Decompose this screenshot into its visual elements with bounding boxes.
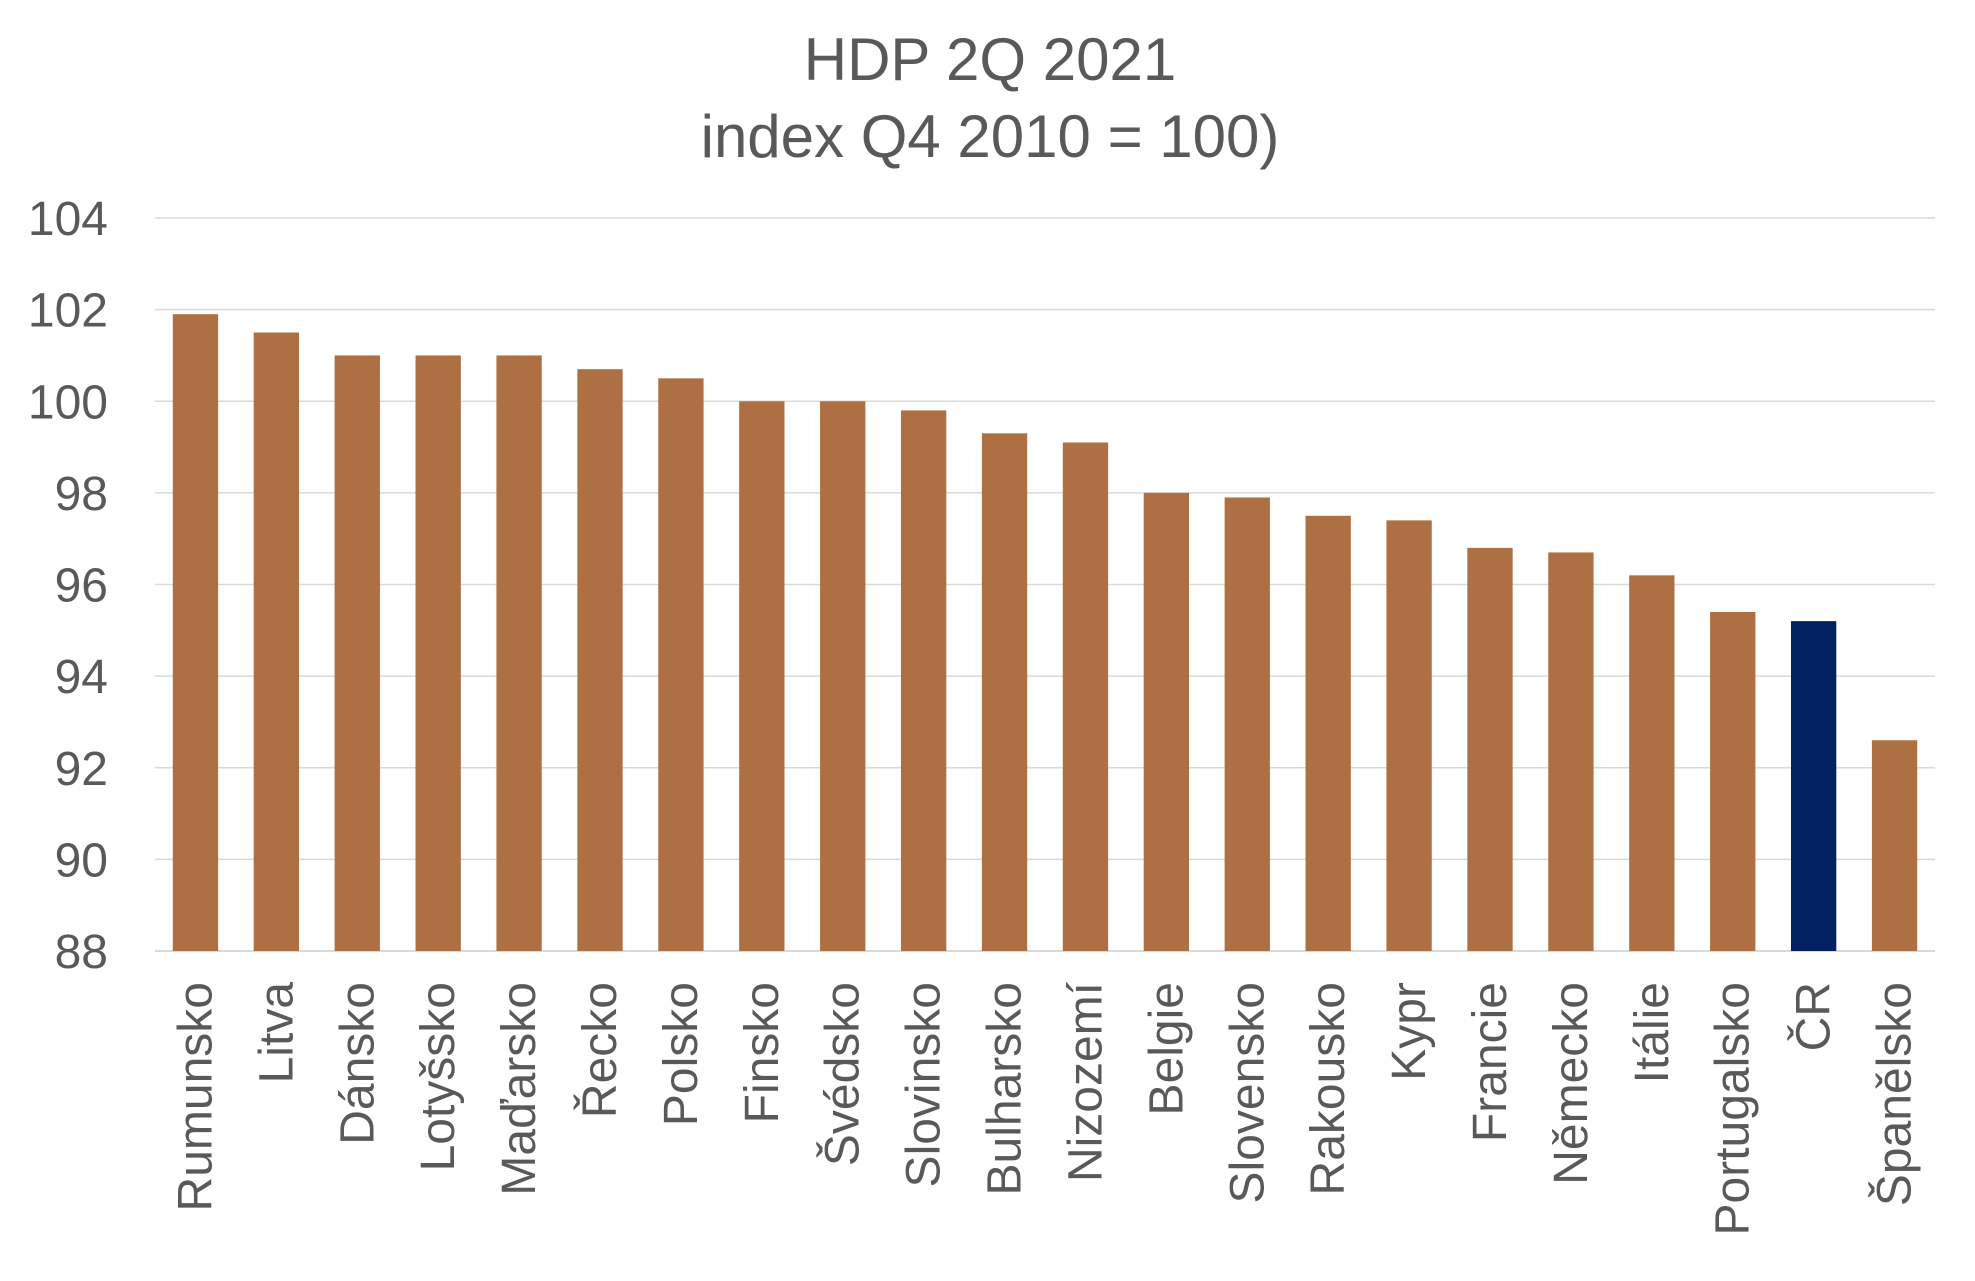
y-tick-label-100: 100 (28, 376, 108, 429)
bar-Belgie (1143, 492, 1190, 951)
bar-Francie (1467, 547, 1513, 951)
bar-Německo (1548, 552, 1594, 951)
chart-title-line-1: HDP 2Q 2021 (804, 26, 1176, 93)
bar-Slovinsko (900, 410, 947, 952)
bar-Rumunsko (172, 314, 219, 951)
y-axis-ticks: 88 90 92 94 96 98 100 102 104 (28, 193, 108, 979)
x-tick-label-Polsko: Polsko (655, 982, 708, 1126)
bar-Finsko (739, 401, 785, 951)
y-tick-label-104: 104 (28, 193, 108, 246)
y-tick-label-94: 94 (55, 651, 108, 704)
y-tick-label-92: 92 (55, 743, 108, 796)
bar-Portugalsko (1710, 611, 1756, 951)
x-tick-label-Rumunsko: Rumunsko (169, 982, 222, 1211)
y-tick-label-102: 102 (28, 285, 108, 338)
x-tick-label-Švédsko: Švédsko (816, 982, 870, 1166)
x-tick-label-Slovinsko: Slovinsko (898, 982, 951, 1187)
y-tick-label-98: 98 (55, 468, 108, 521)
bar-Polsko (658, 378, 704, 951)
x-tick-label-Nizozemí: Nizozemí (1059, 981, 1112, 1182)
x-tick-label-Lotyšsko: Lotyšsko (412, 982, 465, 1171)
y-tick-label-90: 90 (55, 834, 108, 887)
x-tick-label-Rakousko: Rakousko (1302, 982, 1355, 1195)
x-tick-label-Itálie: Itálie (1626, 982, 1679, 1083)
bar-Maďarsko (496, 355, 542, 951)
x-tick-label-Litva: Litva (250, 982, 303, 1084)
bars (172, 314, 1918, 952)
bar-Švédsko (820, 401, 866, 951)
bar-ČR (1790, 621, 1837, 951)
x-tick-label-Bulharsko: Bulharsko (979, 982, 1032, 1195)
bar-Nizozemí (1062, 442, 1109, 951)
bar-Slovensko (1224, 497, 1270, 951)
x-tick-label-Dánsko: Dánsko (331, 982, 384, 1145)
x-tick-label-Kypr: Kypr (1383, 982, 1436, 1081)
x-tick-label-Německo: Německo (1545, 982, 1598, 1185)
x-tick-label-Finsko: Finsko (736, 982, 789, 1123)
bar-Lotyšsko (415, 355, 461, 951)
bar-Itálie (1629, 575, 1675, 951)
x-axis-labels: Rumunsko Litva Dánsko Lotyšsko Maďarsko Řecko… (169, 981, 1921, 1235)
chart-subtitle: index Q4 2010 = 100) (701, 103, 1280, 170)
bar-Řecko (577, 369, 623, 951)
y-tick-label-88: 88 (55, 926, 108, 979)
bar-Rakousko (1305, 515, 1351, 951)
x-tick-label-Španělsko: Španělsko (1868, 982, 1922, 1206)
bar-Dánsko (334, 355, 380, 951)
x-tick-label-ČR: ČR (1787, 982, 1841, 1051)
bar-Kypr (1386, 520, 1432, 951)
x-tick-label-Portugalsko: Portugalsko (1707, 982, 1760, 1235)
y-tick-label-96: 96 (55, 560, 108, 613)
x-tick-label-Francie: Francie (1464, 982, 1517, 1142)
x-tick-label-Belgie: Belgie (1140, 982, 1193, 1115)
x-tick-label-Řecko: Řecko (574, 982, 627, 1118)
chart-title: HDP 2Q 2021 index Q4 2010 = 100) (701, 26, 1280, 170)
bar-Španělsko (1871, 740, 1918, 951)
bar-Litva (253, 332, 300, 951)
x-tick-label-Slovensko: Slovensko (1221, 982, 1274, 1203)
x-tick-label-Maďarsko: Maďarsko (493, 982, 546, 1196)
bar-Bulharsko (981, 433, 1028, 952)
